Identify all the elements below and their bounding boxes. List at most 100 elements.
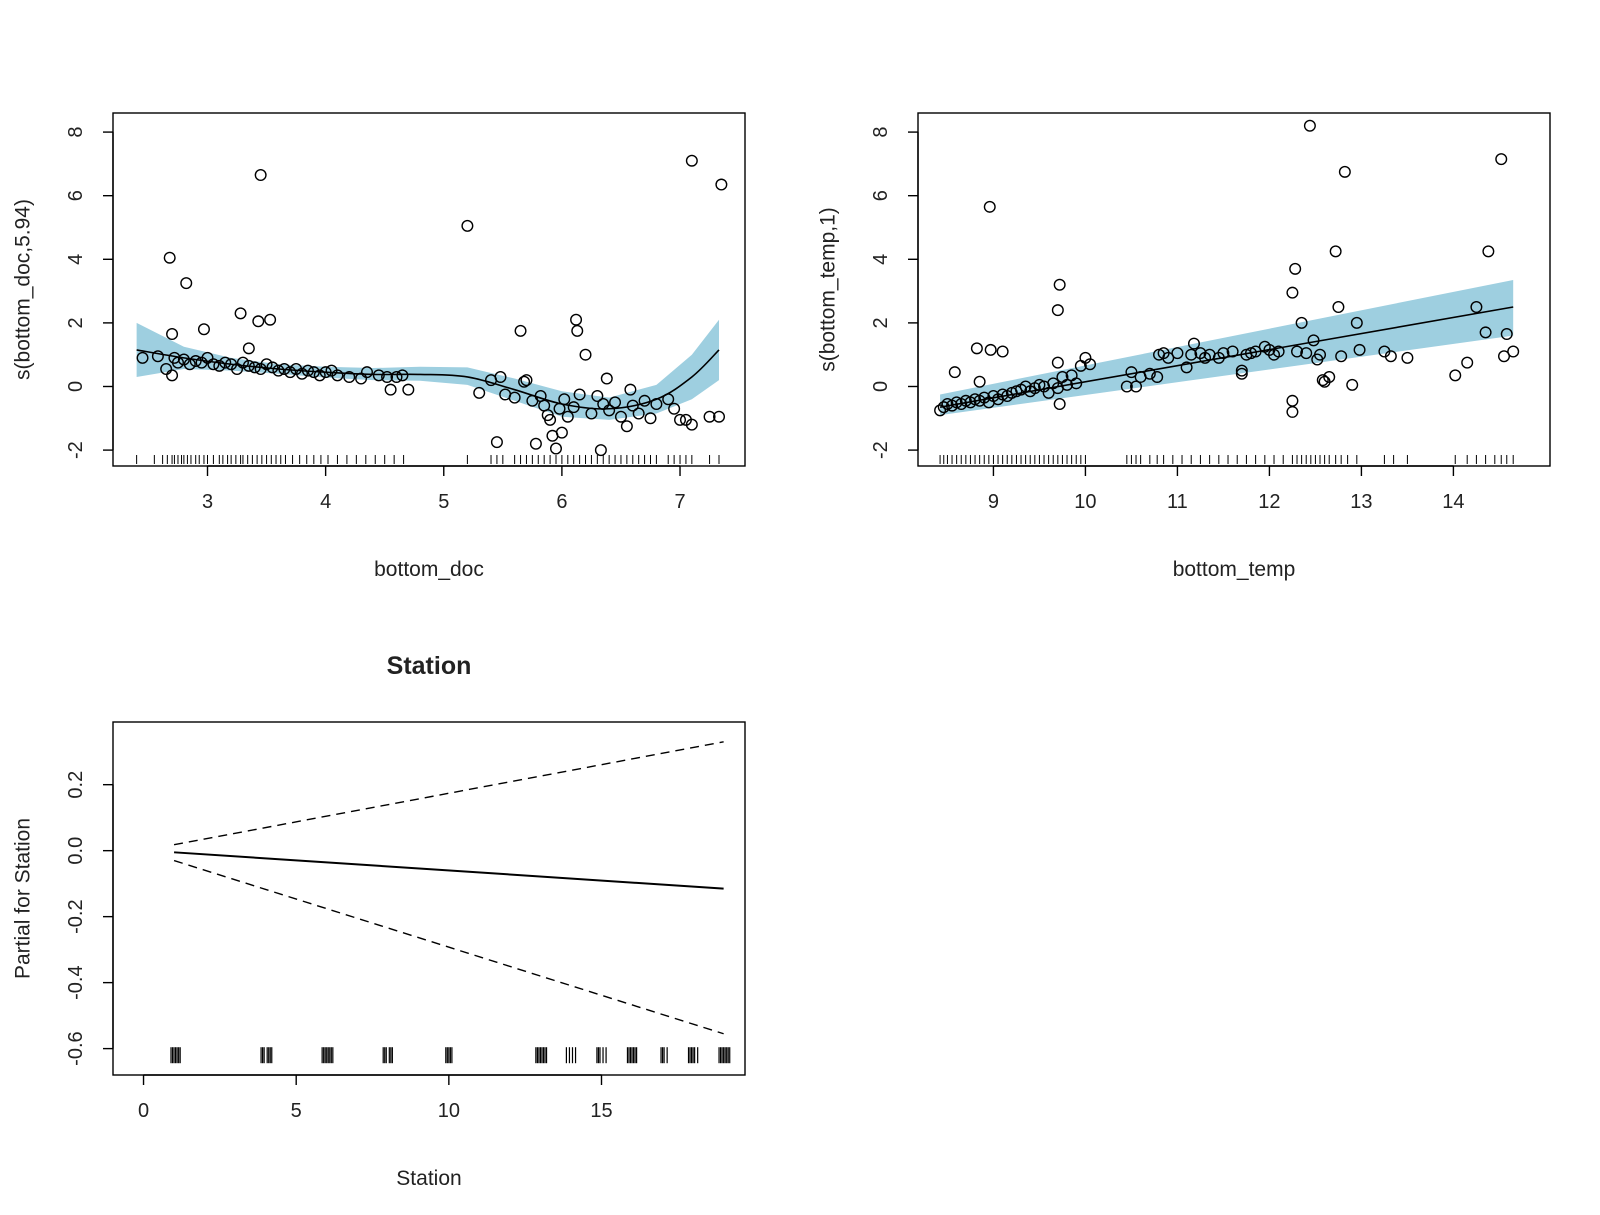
residual-point <box>1507 345 1520 358</box>
residual-point <box>703 410 716 423</box>
residual-point <box>166 369 179 382</box>
residual-point <box>1335 350 1348 363</box>
x-tick-label: 5 <box>291 1100 302 1122</box>
residual-point <box>396 369 409 382</box>
y-tick-label: 8 <box>870 127 892 138</box>
y-tick-label: 0.0 <box>65 837 87 865</box>
residual-point <box>236 356 249 369</box>
residual-point <box>343 370 356 383</box>
x-axis-label: bottom_temp <box>1173 558 1296 581</box>
residual-point <box>1084 358 1097 371</box>
x-tick-label: 10 <box>1074 491 1096 513</box>
residual-point <box>518 375 531 388</box>
upper-dashed-line <box>173 741 724 846</box>
residual-point <box>579 348 592 361</box>
residual-point <box>573 388 586 401</box>
residual-point <box>252 315 265 328</box>
x-tick-label: 15 <box>590 1100 612 1122</box>
chart-panel-top-right: 9 10 11 12 13 14 -2 0 2 4 6 8 bottom_temp s(bottom_te… <box>817 112 1551 581</box>
residual-point <box>549 442 562 455</box>
confidence-band <box>136 319 720 420</box>
chart-title: Station <box>387 652 472 680</box>
residual-point <box>1051 356 1064 369</box>
x-tick-label: 10 <box>438 1100 460 1122</box>
residual-point <box>1286 286 1299 299</box>
residual-point <box>685 154 698 167</box>
residual-point <box>166 328 179 341</box>
residual-point <box>1289 262 1302 275</box>
residual-point <box>1500 328 1513 341</box>
residual-point <box>207 358 220 371</box>
y-tick-label: -2 <box>870 441 892 459</box>
residual-point <box>360 366 373 379</box>
residual-point <box>1401 351 1414 364</box>
residual-point <box>600 372 613 385</box>
residual-point <box>1482 245 1495 258</box>
residual-point <box>272 364 285 377</box>
residual-point <box>934 404 947 417</box>
residual-point <box>1070 377 1083 390</box>
y-tick-label: -0.6 <box>65 1031 87 1065</box>
residual-point <box>180 277 193 290</box>
y-tick-label: -0.4 <box>65 965 87 999</box>
residual-point <box>1061 378 1074 391</box>
residual-point <box>1185 348 1198 361</box>
x-tick-label: 3 <box>202 491 213 513</box>
residual-point <box>632 407 645 420</box>
residual-point <box>620 420 633 433</box>
plot-frame <box>112 721 746 1076</box>
residual-point <box>561 410 574 423</box>
residual-point <box>591 390 604 403</box>
plot-frame <box>917 112 1551 467</box>
residual-point <box>544 413 557 426</box>
partial-fit-line <box>173 851 724 890</box>
residual-point <box>1171 347 1184 360</box>
residual-point <box>331 369 344 382</box>
residual-point <box>1353 343 1366 356</box>
residual-point <box>1235 364 1248 377</box>
residual-point <box>1323 370 1336 383</box>
x-tick-label: 5 <box>438 491 449 513</box>
chart-panel-bottom-left: 0 5 10 15 -0.6 -0.4 -0.2 0.0 0.2 Station Partial f… <box>12 652 746 1190</box>
residual-point <box>1461 356 1474 369</box>
residual-point <box>384 383 397 396</box>
residual-point <box>614 410 627 423</box>
y-tick-label: 0.2 <box>65 771 87 799</box>
residual-point <box>1162 351 1175 364</box>
residual-point <box>937 401 950 414</box>
x-tick-label: 6 <box>556 491 567 513</box>
residual-point <box>136 351 149 364</box>
residual-point <box>983 200 996 213</box>
residual-point <box>973 375 986 388</box>
residual-point <box>508 391 521 404</box>
residual-point <box>1332 300 1345 313</box>
y-axis-label: Partial for Station <box>12 818 35 979</box>
residual-point <box>160 363 173 376</box>
residual-point <box>473 386 486 399</box>
residual-point <box>555 426 568 439</box>
residual-point <box>402 383 415 396</box>
residual-point <box>264 313 277 326</box>
residual-point <box>260 358 273 371</box>
chart-panel-top-left: 3 4 5 6 7 -2 0 2 4 6 8 bottom_doc s(bottom_doc,5.94) <box>12 112 746 581</box>
y-tick-label: 8 <box>65 127 87 138</box>
residual-point <box>234 307 247 320</box>
residual-point <box>570 313 583 326</box>
x-tick-label: 14 <box>1442 491 1464 513</box>
residual-point <box>1350 316 1363 329</box>
residual-point <box>713 410 726 423</box>
y-axis-label: s(bottom_doc,5.94) <box>12 199 35 380</box>
x-tick-label: 7 <box>674 491 685 513</box>
residual-point <box>1286 405 1299 418</box>
y-axis-label: s(bottom_temp,1) <box>817 207 840 372</box>
residual-point <box>231 363 244 376</box>
x-axis-label: Station <box>396 1167 461 1190</box>
residual-point <box>529 437 542 450</box>
residual-point <box>372 369 385 382</box>
residual-point <box>644 412 657 425</box>
residual-point <box>1384 350 1397 363</box>
y-tick-label: 6 <box>870 190 892 201</box>
y-tick-label: -2 <box>65 441 87 459</box>
